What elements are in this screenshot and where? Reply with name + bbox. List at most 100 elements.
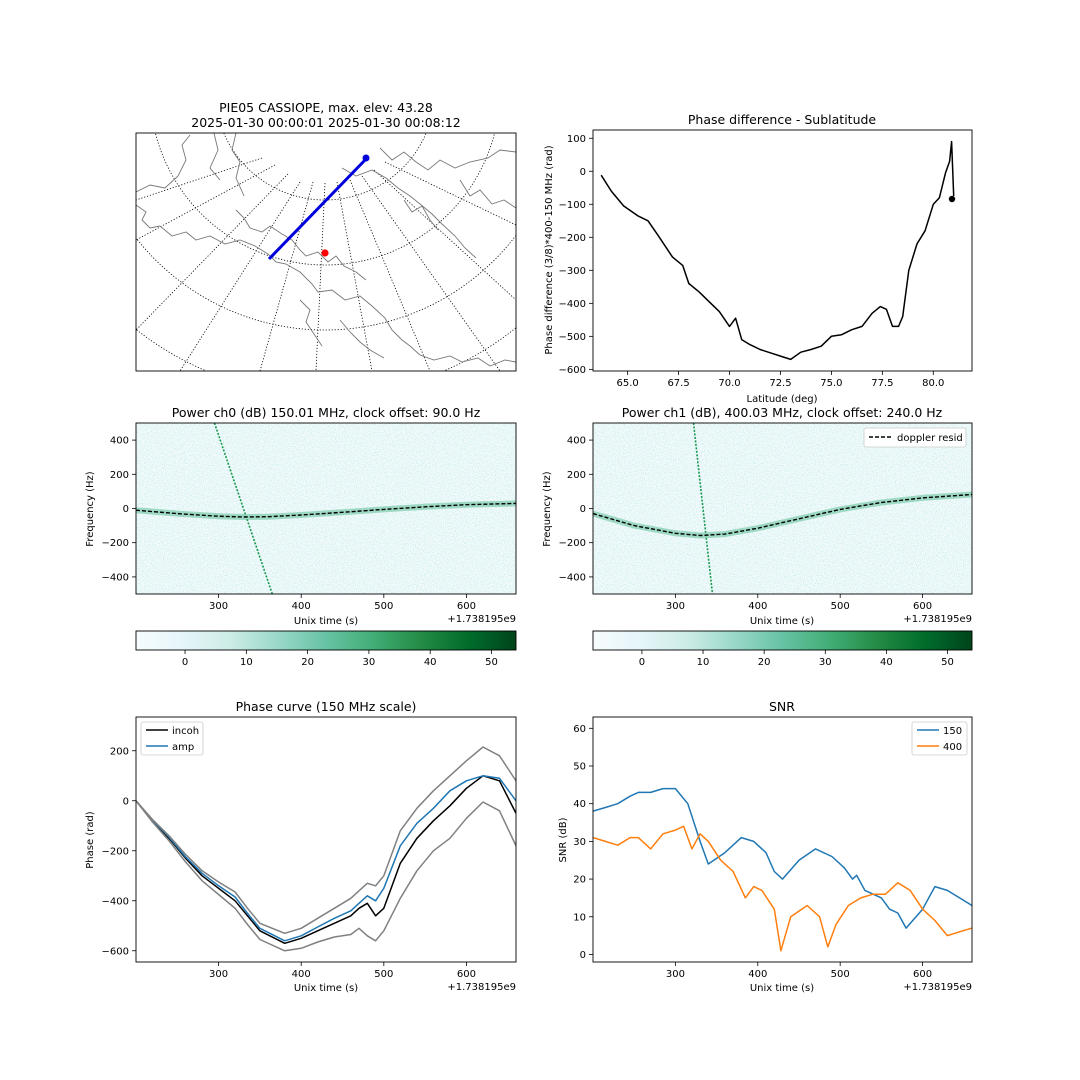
satellite-track-end — [362, 154, 370, 162]
power1-panel: Power ch1 (dB), 400.03 MHz, clock offset… — [542, 405, 973, 668]
snr-ytick-label: 60 — [573, 724, 586, 735]
map-subtitle: 2025-01-30 00:00:01 2025-01-30 00:08:12 — [191, 115, 461, 130]
power0-heatmap — [136, 423, 516, 594]
phasecurve-ylabel: Phase (rad) — [85, 811, 96, 869]
phasediff-end-marker — [948, 195, 956, 203]
snr-series-400 — [593, 825, 972, 952]
phasecurve-xtick-label: 600 — [457, 969, 476, 980]
power1-ytick-label: 0 — [580, 504, 586, 515]
power0-cbar-tick-label: 40 — [424, 657, 437, 668]
power0-cbar-tick-label: 50 — [485, 657, 498, 668]
power0-ytick-label: −400 — [102, 572, 129, 583]
phasediff-xtick-label: 67.5 — [667, 378, 689, 389]
power0-cbar-tick-label: 10 — [240, 657, 253, 668]
map-panel: PIE05 CASSIOPE, max. elev: 43.28 2025-01… — [135, 100, 517, 372]
phasecurve-ytick-label: 0 — [123, 796, 129, 807]
power0-xtick-label: 400 — [292, 601, 311, 612]
phasediff-ytick-label: 0 — [580, 167, 586, 178]
phasecurve-lines — [136, 746, 516, 952]
station-marker — [321, 249, 329, 257]
snr-ytick-label: 10 — [573, 912, 586, 923]
power0-xtick-label: 500 — [374, 601, 393, 612]
phasecurve-xlabel: Unix time (s) — [294, 983, 358, 994]
phasediff-panel: Phase difference - Sublatitude 65.0 67.5 7… — [544, 112, 973, 405]
power0-xtick-label: 600 — [457, 601, 476, 612]
power0-ytick-label: −200 — [102, 538, 129, 549]
power0-offset: +1.738195e9 — [447, 614, 516, 625]
phasediff-ytick-label: −500 — [559, 332, 586, 343]
phasecurve-series-3 — [136, 800, 516, 952]
snr-offset: +1.738195e9 — [903, 982, 972, 993]
map-frame — [135, 132, 517, 372]
snr-title: SNR — [769, 699, 795, 714]
power1-legend: doppler resid — [863, 427, 967, 448]
power1-cbar-tick-label: 50 — [941, 657, 954, 668]
phasecurve-series-2 — [136, 746, 516, 935]
power1-heatmap — [593, 423, 972, 594]
phasediff-xtick-label: 77.5 — [871, 378, 893, 389]
power1-title: Power ch1 (dB), 400.03 MHz, clock offset… — [622, 405, 943, 420]
snr-ytick-label: 30 — [573, 837, 586, 848]
phasecurve-series-amp — [136, 775, 516, 942]
snr-xtick-label: 600 — [913, 969, 932, 980]
power1-ytick-label: 400 — [567, 436, 586, 447]
snr-ylabel: SNR (dB) — [558, 817, 569, 862]
phasediff-ytick-label: −300 — [559, 266, 586, 277]
phasecurve-ytick-label: −600 — [102, 946, 129, 957]
power1-cbar-tick-label: 10 — [697, 657, 710, 668]
power1-ylabel: Frequency (Hz) — [542, 471, 553, 547]
power1-cbar-tick-label: 40 — [880, 657, 893, 668]
snr-xtick-label: 500 — [831, 969, 850, 980]
power0-cbar-tick-label: 30 — [363, 657, 376, 668]
phasediff-xtick-label: 80.0 — [922, 378, 944, 389]
phasediff-lines — [600, 140, 955, 361]
phasediff-xtick-label: 72.5 — [769, 378, 791, 389]
phasecurve-xtick-label: 400 — [292, 969, 311, 980]
phasediff-ytick-label: −200 — [559, 233, 586, 244]
power1-offset: +1.738195e9 — [903, 614, 972, 625]
power1-xtick-label: 500 — [831, 601, 850, 612]
phasediff-ytick-label: −600 — [559, 365, 586, 376]
power0-panel: Power ch0 (dB) 150.01 MHz, clock offset:… — [85, 405, 517, 668]
snr-ytick-label: 0 — [580, 950, 586, 961]
map-area — [136, 133, 516, 371]
power0-cbar-tick-label: 20 — [301, 657, 314, 668]
snr-xlabel: Unix time (s) — [750, 983, 814, 994]
power0-title: Power ch0 (dB) 150.01 MHz, clock offset:… — [172, 405, 481, 420]
power0-cbar-tick-label: 0 — [182, 657, 188, 668]
power1-colorbar: 0 10 20 30 40 50 — [592, 630, 973, 668]
snr-ticks: 300 400 500 600 60 50 40 30 20 10 0 — [573, 724, 932, 980]
phasecurve-xtick-label: 500 — [374, 969, 393, 980]
power1-legend-label: doppler resid — [897, 433, 963, 444]
snr-xtick-label: 300 — [666, 969, 685, 980]
phasecurve-ytick-label: 200 — [110, 746, 129, 757]
phasecurve-ticks: 300 400 500 600 200 0 −200 −400 −600 — [102, 746, 476, 980]
power0-xtick-label: 300 — [209, 601, 228, 612]
phasecurve-panel: Phase curve (150 MHz scale) 300 400 500 600… — [85, 699, 517, 994]
phasediff-ylabel: Phase difference (3/8)*400-150 MHz (rad) — [544, 145, 555, 354]
power1-xtick-label: 600 — [913, 601, 932, 612]
power1-xlabel: Unix time (s) — [750, 616, 814, 627]
power0-ytick-label: 400 — [110, 436, 129, 447]
power1-ytick-label: −200 — [559, 538, 586, 549]
snr-ytick-label: 20 — [573, 875, 586, 886]
phasediff-ytick-label: −100 — [559, 200, 586, 211]
power0-ylabel: Frequency (Hz) — [85, 471, 96, 547]
phasediff-xlabel: Latitude (deg) — [747, 394, 818, 405]
power0-ytick-label: 200 — [110, 470, 129, 481]
power0-colorbar: 0 10 20 30 40 50 — [135, 630, 517, 668]
phasediff-xtick-label: 65.0 — [617, 378, 639, 389]
phasecurve-legend-incoh: incoh — [172, 726, 199, 737]
snr-legend-150: 150 — [943, 726, 962, 737]
phasecurve-ytick-label: −200 — [102, 846, 129, 857]
power1-xtick-label: 300 — [666, 601, 685, 612]
snr-series-150 — [593, 787, 972, 929]
power1-ytick-label: −400 — [559, 572, 586, 583]
power1-doppler-curve — [593, 493, 972, 537]
snr-panel: SNR 300 400 500 600 60 50 40 30 20 10 0 150 400 +1… — [558, 699, 973, 994]
snr-lines — [593, 787, 972, 952]
phasediff-ticks: 65.0 67.5 70.0 72.5 75.0 77.5 80.0 100 0 −100 −200… — [559, 134, 945, 389]
power1-ytick-label: 200 — [567, 470, 586, 481]
power0-ytick-label: 0 — [123, 504, 129, 515]
power1-ticks: 300 400 500 600 400 200 0 −200 −400 — [559, 436, 933, 612]
